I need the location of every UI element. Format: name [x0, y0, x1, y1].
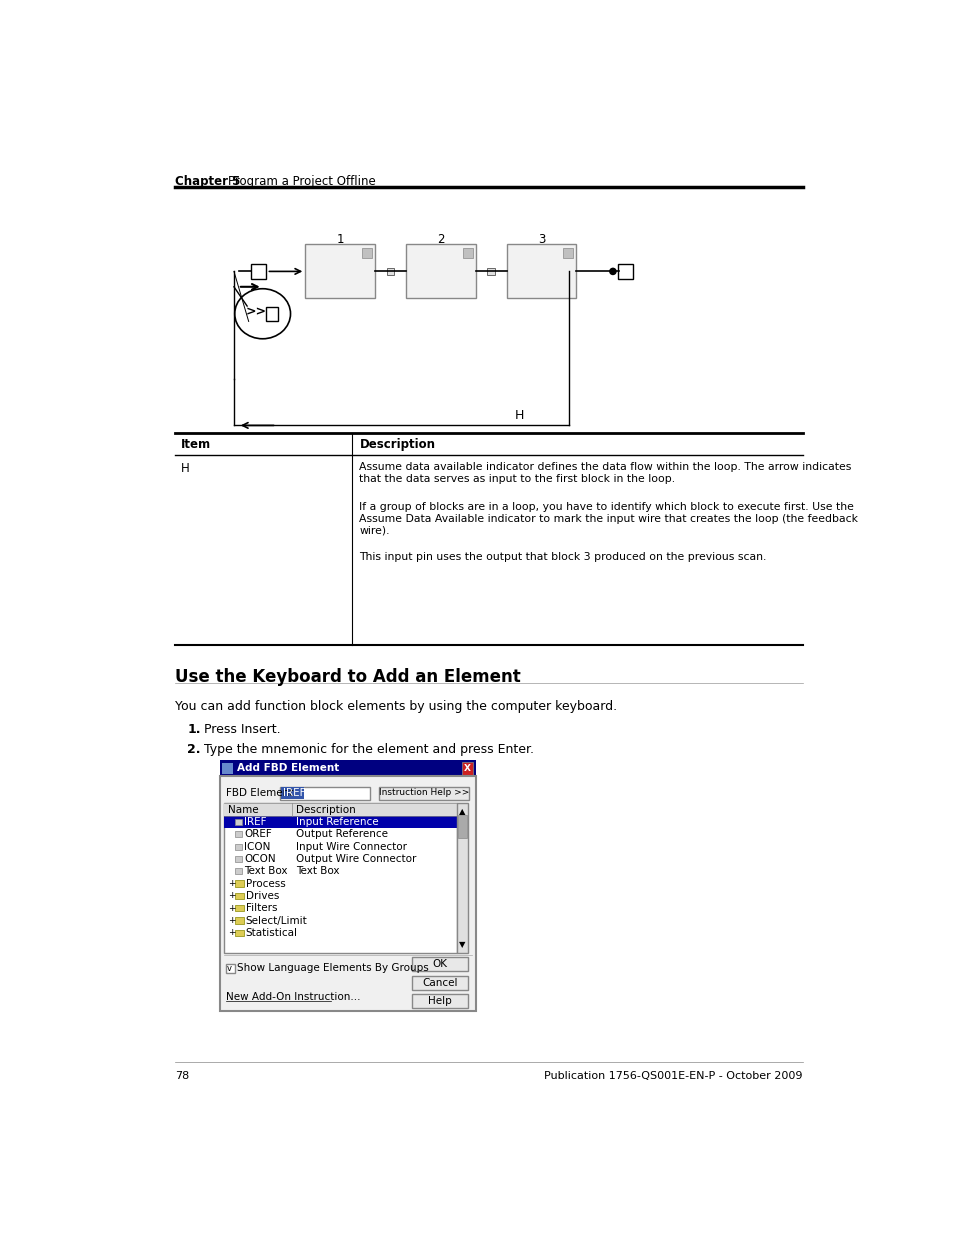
Bar	[562, 247, 573, 258]
Bar	[461, 762, 473, 776]
Bar	[617, 264, 633, 279]
Text: Output Reference: Output Reference	[295, 829, 388, 840]
Text: Chapter 5: Chapter 5	[174, 175, 240, 188]
Text: Input Wire Connector: Input Wire Connector	[295, 841, 407, 852]
Text: Name: Name	[228, 805, 258, 815]
Text: Description: Description	[359, 437, 435, 451]
Text: 1: 1	[336, 233, 343, 246]
Text: +: +	[228, 879, 235, 888]
Bar	[220, 761, 476, 776]
Bar	[487, 268, 495, 275]
Text: X: X	[463, 763, 471, 773]
Text: +: +	[228, 929, 235, 937]
Bar	[412, 976, 468, 989]
Bar	[234, 893, 244, 899]
Text: H: H	[514, 409, 523, 421]
Bar	[406, 245, 476, 299]
Text: Press Insert.: Press Insert.	[204, 724, 281, 736]
Text: IREF: IREF	[244, 816, 266, 827]
Text: ▲: ▲	[458, 808, 465, 816]
Bar	[361, 247, 372, 258]
Text: Input Reference: Input Reference	[295, 816, 378, 827]
Text: Publication 1756-QS001E-EN-P - October 2009: Publication 1756-QS001E-EN-P - October 2…	[544, 1072, 802, 1082]
Text: ICON: ICON	[244, 841, 270, 852]
Text: Process: Process	[245, 878, 285, 888]
Bar	[234, 918, 244, 924]
Bar	[226, 965, 234, 973]
Bar	[234, 905, 244, 911]
Bar	[234, 844, 242, 850]
Bar	[456, 804, 468, 953]
Bar	[224, 804, 456, 953]
Bar	[457, 815, 467, 839]
Circle shape	[609, 268, 616, 274]
Text: New Add-On Instruction...: New Add-On Instruction...	[226, 992, 360, 1002]
Bar	[234, 819, 242, 825]
Text: Show Language Elements By Groups: Show Language Elements By Groups	[236, 963, 428, 973]
Text: Text Box: Text Box	[244, 866, 287, 876]
Bar	[251, 264, 266, 279]
Text: 78: 78	[174, 1072, 189, 1082]
Text: This input pin uses the output that block 3 produced on the previous scan.: This input pin uses the output that bloc…	[359, 552, 766, 562]
Text: v: v	[227, 963, 232, 973]
Text: Output Wire Connector: Output Wire Connector	[295, 853, 416, 864]
Bar	[506, 245, 576, 299]
Text: +: +	[228, 892, 235, 900]
Text: OK: OK	[432, 960, 447, 969]
Bar	[234, 881, 244, 887]
Text: Filters: Filters	[245, 903, 276, 913]
Text: Description: Description	[295, 805, 355, 815]
Bar	[266, 306, 278, 321]
Bar	[224, 804, 456, 816]
Bar	[378, 787, 468, 799]
Text: +: +	[228, 916, 235, 925]
Bar	[234, 856, 242, 862]
Text: Cancel: Cancel	[422, 978, 457, 988]
Bar	[281, 787, 304, 799]
Bar	[412, 957, 468, 972]
Bar	[234, 868, 242, 874]
Text: OCON: OCON	[244, 853, 275, 864]
Bar	[305, 245, 375, 299]
Text: Statistical: Statistical	[245, 927, 297, 937]
Text: OREF: OREF	[244, 829, 272, 840]
Text: IREF: IREF	[282, 788, 305, 798]
Text: 1.: 1.	[187, 724, 201, 736]
Text: Program a Project Offline: Program a Project Offline	[228, 175, 375, 188]
Bar	[234, 930, 244, 936]
Text: Instruction Help >>: Instruction Help >>	[378, 788, 469, 797]
Text: Type the mnemonic for the element and press Enter.: Type the mnemonic for the element and pr…	[204, 743, 534, 756]
Text: 3: 3	[537, 233, 545, 246]
Text: Help: Help	[428, 997, 452, 1007]
Bar	[280, 787, 369, 799]
Bar	[222, 763, 233, 774]
Bar	[412, 994, 468, 1008]
Bar	[224, 816, 456, 829]
Text: 2: 2	[436, 233, 444, 246]
Bar	[234, 831, 242, 837]
Text: Assume data available indicator defines the data flow within the loop. The arrow: Assume data available indicator defines …	[359, 462, 851, 484]
Text: >>: >>	[246, 306, 267, 319]
Text: Text Box: Text Box	[295, 866, 339, 876]
Text: Drives: Drives	[245, 890, 278, 900]
Text: You can add function block elements by using the computer keyboard.: You can add function block elements by u…	[174, 700, 617, 714]
Text: ▼: ▼	[458, 940, 465, 948]
Bar	[220, 776, 476, 1010]
Text: Select/Limit: Select/Limit	[245, 915, 307, 925]
Bar	[462, 247, 472, 258]
Text: 2.: 2.	[187, 743, 201, 756]
Bar	[386, 268, 394, 275]
Text: FBD Element:: FBD Element:	[226, 788, 297, 798]
Text: If a group of blocks are in a loop, you have to identify which block to execute : If a group of blocks are in a loop, you …	[359, 503, 858, 536]
Text: Add FBD Element: Add FBD Element	[236, 763, 339, 773]
Text: H: H	[181, 462, 190, 475]
Text: Item: Item	[181, 437, 212, 451]
Ellipse shape	[234, 289, 291, 338]
Text: +: +	[228, 904, 235, 913]
Text: Use the Keyboard to Add an Element: Use the Keyboard to Add an Element	[174, 668, 520, 685]
